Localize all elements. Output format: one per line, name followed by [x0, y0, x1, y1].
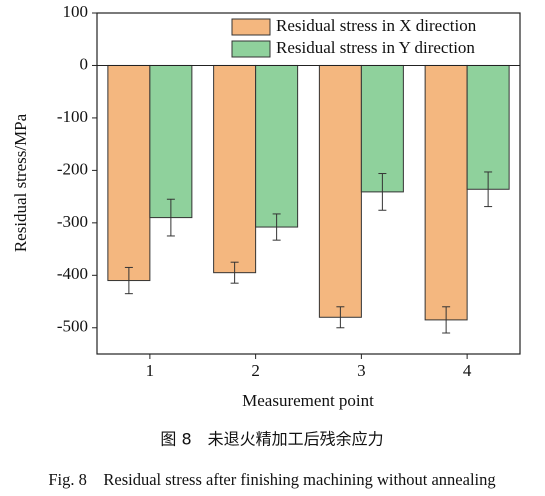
x-tick-label: 3 — [357, 361, 366, 380]
x-axis-label: Measurement point — [242, 391, 374, 410]
y-tick-label: -400 — [57, 264, 88, 283]
y-axis-label: Residual stress/MPa — [11, 113, 30, 252]
error-bar — [442, 306, 451, 334]
legend-swatch — [231, 40, 271, 58]
bar — [107, 64, 151, 282]
y-tick-label: 100 — [63, 2, 89, 21]
x-tick-label: 1 — [146, 361, 155, 380]
caption-en: Fig. 8 Residual stress after finishing m… — [48, 470, 495, 489]
y-tick-label: -200 — [57, 159, 88, 178]
y-tick-label: -500 — [57, 317, 88, 336]
error-bar — [484, 171, 493, 208]
legend-label: Residual stress in Y direction — [276, 38, 475, 57]
x-tick-label: 2 — [251, 361, 260, 380]
error-bar — [230, 261, 239, 284]
plot-frame — [96, 12, 521, 355]
y-tick-label: -100 — [57, 107, 88, 126]
y-tick-label: 0 — [80, 54, 89, 73]
x-tick-label: 4 — [463, 361, 472, 380]
caption-cn: 图 8 未退火精加工后残余应力 — [160, 430, 383, 449]
error-bar — [166, 198, 175, 237]
bar — [255, 64, 299, 228]
error-bar — [124, 266, 133, 295]
y-tick-label: -300 — [57, 212, 88, 231]
legend-label: Residual stress in X direction — [276, 16, 477, 35]
error-bar — [336, 306, 345, 329]
bar — [149, 64, 193, 219]
legend-swatch — [231, 18, 271, 36]
error-bar — [272, 213, 281, 241]
bar — [213, 64, 257, 274]
bar — [318, 64, 362, 318]
error-bar — [378, 173, 387, 211]
bar — [424, 64, 468, 321]
bar — [360, 64, 404, 193]
bar — [466, 64, 510, 190]
